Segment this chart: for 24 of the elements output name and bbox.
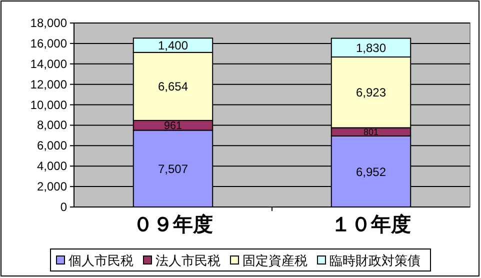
y-tick-label: 0 <box>60 200 68 214</box>
data-label: 6,654 <box>158 80 188 94</box>
y-tick-label: 12,000 <box>30 77 68 92</box>
y-tick-label: 14,000 <box>30 56 68 71</box>
y-tick-label: 18,000 <box>30 16 68 30</box>
y-tick-label: 10,000 <box>30 98 68 112</box>
legend-label: 法人市民税 <box>156 253 220 268</box>
x-tick-label: １０年度 <box>331 213 411 236</box>
data-label: 801 <box>363 127 379 138</box>
data-label: 1,830 <box>356 40 386 55</box>
data-label: 961 <box>164 120 182 132</box>
x-tick-label: ０９年度 <box>133 213 213 236</box>
y-tick-label: 2,000 <box>36 180 68 194</box>
y-tick-label: 8,000 <box>36 118 68 132</box>
y-tick-label: 4,000 <box>36 159 68 174</box>
data-label: 6,923 <box>356 86 386 100</box>
data-label: 1,400 <box>158 38 188 53</box>
legend-label: 固定資産税 <box>242 253 308 268</box>
data-label: 6,952 <box>356 164 386 179</box>
legend-label: 個人市民税 <box>68 253 134 268</box>
data-label: 7,507 <box>158 162 188 176</box>
legend-label: 臨時財政対策債 <box>330 253 420 268</box>
y-tick-label: 16,000 <box>30 36 68 50</box>
y-tick-label: 6,000 <box>36 138 68 153</box>
